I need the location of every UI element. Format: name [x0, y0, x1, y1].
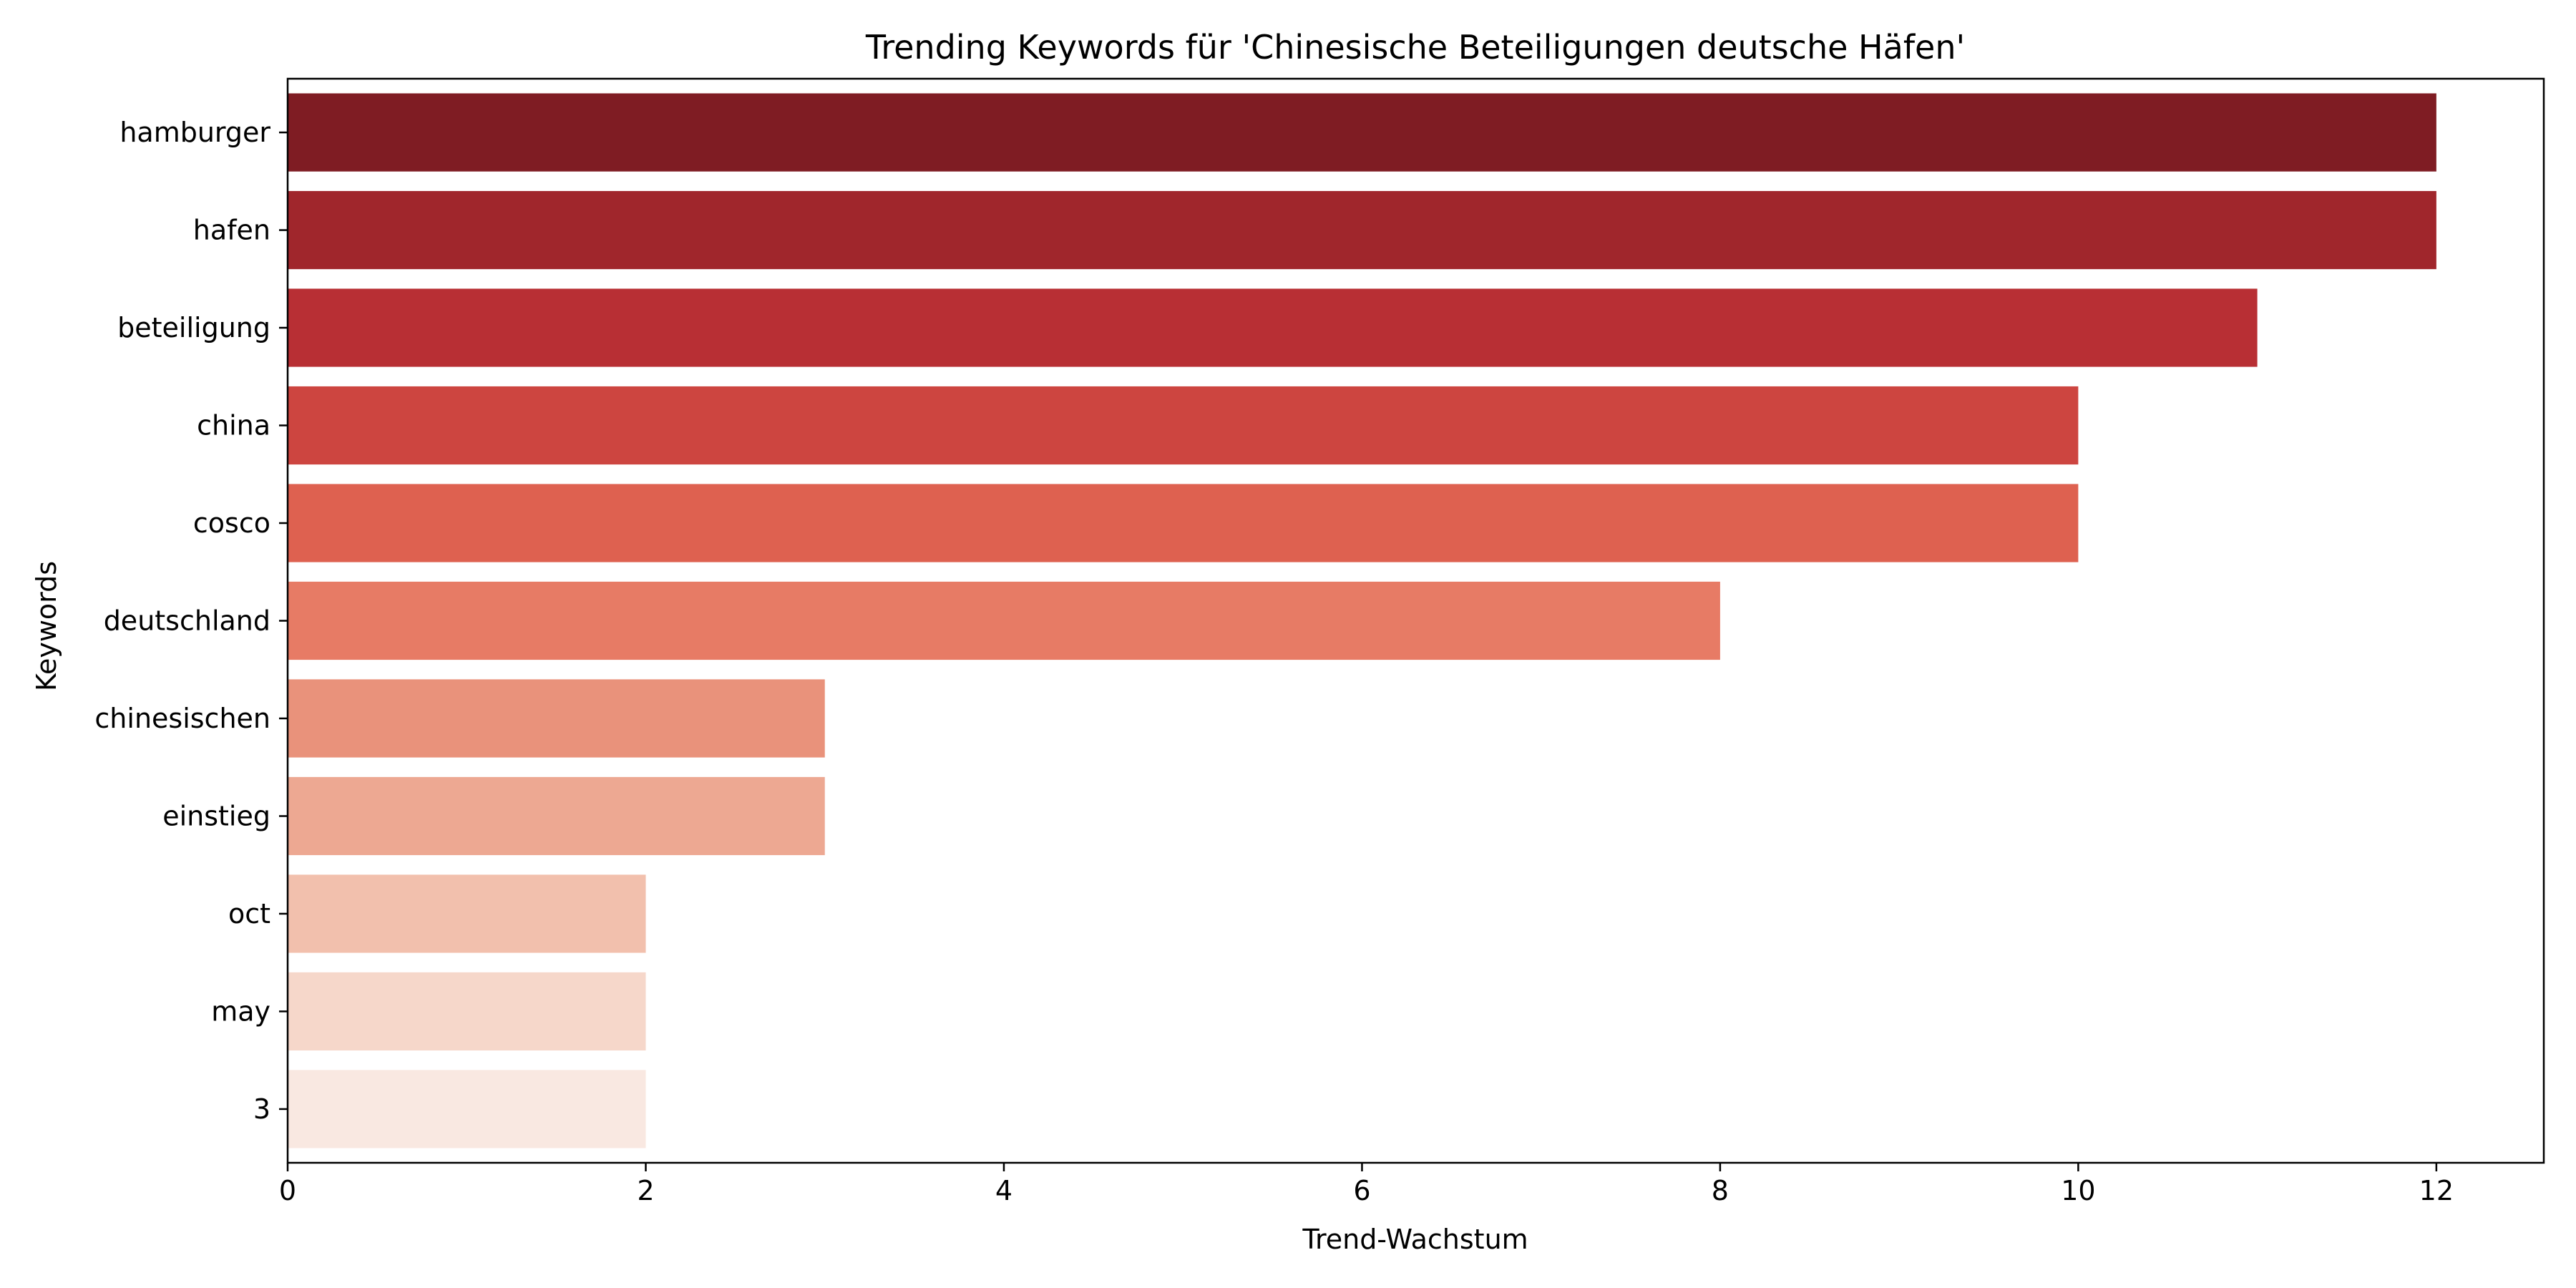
y-tick-label: 3	[253, 1093, 270, 1125]
x-tick-label: 2	[637, 1175, 654, 1206]
y-tick-label: einstieg	[162, 800, 270, 831]
y-axis-label: Keywords	[31, 561, 62, 691]
y-tick-label: chinesischen	[94, 703, 270, 734]
bar-hafen	[288, 190, 2436, 270]
x-axis-label: Trend-Wachstum	[1302, 1224, 1528, 1255]
bars-layer	[288, 93, 2436, 1148]
bar-chinesischen	[288, 679, 825, 758]
bar-einstieg	[288, 776, 825, 856]
x-tick-label: 10	[2061, 1175, 2095, 1206]
bar-deutschland	[288, 581, 1720, 660]
y-tick-label: hamburger	[119, 117, 270, 148]
x-tick-label: 12	[2419, 1175, 2454, 1206]
chart-title: Trending Keywords für 'Chinesische Betei…	[865, 28, 1965, 67]
x-tick-label: 8	[1712, 1175, 1729, 1206]
bar-hamburger	[288, 93, 2436, 172]
bar-3	[288, 1070, 646, 1148]
x-tick-label: 6	[1353, 1175, 1370, 1206]
y-tick-label: oct	[228, 898, 270, 930]
x-tick-label: 0	[279, 1175, 296, 1206]
bar-cosco	[288, 484, 2079, 562]
y-tick-label: china	[197, 410, 270, 441]
bar-china	[288, 386, 2079, 465]
y-tick-label: deutschland	[104, 605, 270, 637]
y-tick-label: hafen	[193, 215, 270, 246]
y-tick-label: cosco	[193, 507, 270, 539]
y-tick-label: beteiligung	[117, 312, 270, 343]
bar-beteiligung	[288, 288, 2258, 367]
bar-oct	[288, 874, 646, 953]
axes-layer: hamburger hafen beteiligung china cosco deuts…	[94, 77, 2545, 1206]
bar-may	[288, 972, 646, 1051]
y-tick-label: may	[211, 995, 270, 1027]
x-tick-label: 4	[995, 1175, 1013, 1206]
plot-frame	[286, 77, 2545, 1164]
